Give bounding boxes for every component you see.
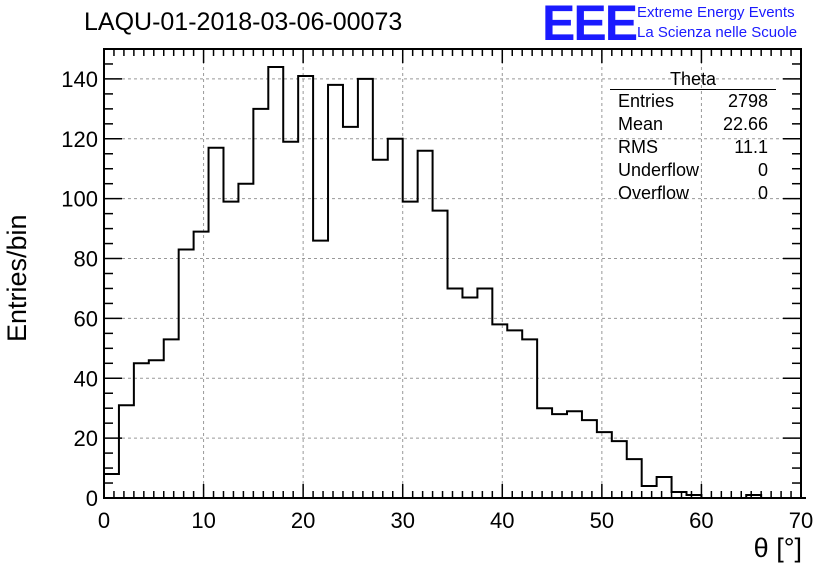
eee-logo: EEE — [542, 0, 638, 51]
x-tick-label: 20 — [291, 508, 315, 533]
stats-label: Overflow — [618, 183, 690, 203]
chart-title: LAQU-01-2018-03-06-00073 — [84, 8, 403, 36]
grid-lines — [104, 49, 801, 498]
x-tick-label: 70 — [789, 508, 813, 533]
stats-value: 11.1 — [734, 137, 768, 157]
stats-label: Mean — [618, 114, 664, 134]
logo-line-2: La Scienza nelle Scuole — [637, 24, 798, 41]
x-tick-label: 0 — [98, 508, 110, 533]
stats-label: Entries — [618, 91, 675, 111]
axis-ticks — [103, 48, 802, 499]
x-tick-label: 60 — [689, 508, 713, 533]
x-tick-label: 10 — [191, 508, 215, 533]
stats-value: 2798 — [727, 91, 768, 111]
y-tick-label: 20 — [74, 426, 98, 451]
stats-row-entries: Entries 2798 — [610, 90, 776, 113]
y-tick-label: 80 — [74, 247, 98, 272]
y-tick-label: 100 — [61, 187, 98, 212]
y-tick-label: 140 — [61, 67, 98, 92]
stats-box: Theta Entries 2798 Mean 22.66 RMS 11.1 U… — [610, 70, 776, 205]
stats-value: 0 — [757, 183, 768, 203]
stats-row-rms: RMS 11.1 — [610, 136, 776, 159]
histogram-step-line — [103, 65, 806, 499]
stats-row-overflow: Overflow 0 — [610, 182, 776, 205]
x-axis-label: θ [°] — [753, 533, 802, 563]
x-tick-label: 30 — [390, 508, 414, 533]
logo-caption: Extreme Energy Events La Scienza nelle S… — [637, 3, 797, 43]
x-tick-label: 40 — [490, 508, 514, 533]
y-axis-label: Entries/bin — [2, 214, 32, 342]
x-tick-label: 50 — [590, 508, 614, 533]
x-tick-labels: 0 10 20 30 40 50 60 70 — [98, 508, 813, 533]
logo-line-1: Extreme Energy Events — [637, 4, 795, 21]
y-tick-label: 120 — [61, 127, 98, 152]
stats-value: 0 — [757, 160, 768, 180]
y-tick-labels: 0 20 40 60 80 100 120 140 — [61, 67, 98, 511]
stats-title: Theta — [610, 70, 776, 90]
y-tick-label: 60 — [74, 306, 98, 331]
stats-row-mean: Mean 22.66 — [610, 113, 776, 136]
y-tick-label: 40 — [74, 366, 98, 391]
y-tick-label: 0 — [86, 486, 98, 511]
stats-label: RMS — [618, 137, 658, 157]
stats-value: 22.66 — [722, 114, 768, 134]
stats-label: Underflow — [618, 160, 700, 180]
stats-row-underflow: Underflow 0 — [610, 159, 776, 182]
